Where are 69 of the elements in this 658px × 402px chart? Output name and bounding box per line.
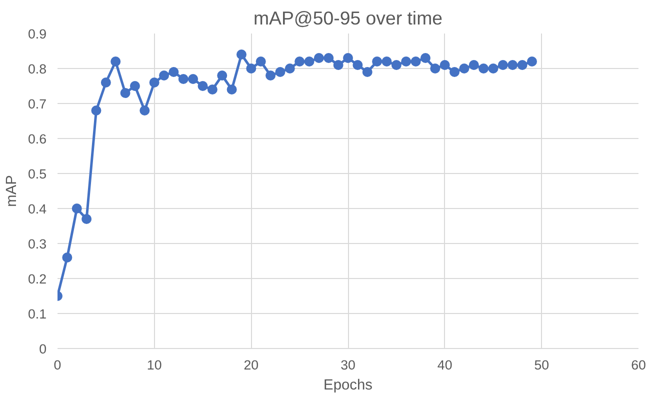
point	[488, 64, 498, 74]
point	[314, 53, 324, 63]
x-tick-label: 60	[631, 358, 646, 372]
point	[168, 67, 179, 77]
point	[478, 64, 489, 74]
point	[236, 50, 246, 60]
point	[450, 67, 460, 77]
y-tick-label: 0.6	[28, 132, 47, 146]
point	[82, 214, 92, 224]
point	[324, 53, 334, 63]
point	[352, 60, 363, 70]
point	[110, 56, 121, 66]
point	[526, 56, 537, 66]
y-tick-label: 0.1	[28, 306, 47, 322]
y-tick-label: 0.3	[28, 236, 47, 252]
point	[391, 60, 402, 70]
point	[430, 64, 440, 74]
point	[468, 60, 479, 70]
point	[217, 70, 228, 80]
point	[440, 60, 450, 70]
point	[362, 67, 372, 77]
point	[459, 64, 470, 74]
point	[498, 60, 508, 70]
point	[256, 56, 266, 66]
point	[508, 60, 518, 70]
y-tick-label: 0.4	[28, 202, 48, 216]
point	[159, 70, 170, 80]
chart-title: mAP@50-95 over time	[254, 8, 443, 28]
point	[246, 64, 256, 74]
point	[517, 60, 528, 70]
point	[304, 56, 314, 66]
point	[275, 67, 286, 77]
y-tick-label: 0.2	[28, 272, 47, 286]
point	[266, 70, 276, 80]
x-tick-label: 20	[244, 358, 259, 372]
x-axis-title: Epochs	[324, 378, 372, 394]
y-tick-label: 0.8	[28, 62, 47, 76]
point	[149, 78, 160, 88]
y-tick-label: 0.9	[28, 26, 47, 42]
point	[420, 53, 430, 63]
x-tick-label: 10	[146, 358, 162, 372]
point	[207, 84, 218, 94]
point	[294, 56, 305, 66]
point	[198, 81, 208, 91]
point	[100, 78, 111, 88]
point	[72, 204, 82, 214]
y-tick-label: 0.7	[28, 96, 47, 112]
point	[140, 106, 150, 116]
point	[372, 56, 382, 66]
y-tick-label: 0	[39, 342, 47, 356]
x-tick-label: 40	[437, 358, 452, 372]
point	[178, 74, 188, 84]
point	[333, 60, 344, 70]
x-tick-label: 30	[340, 358, 356, 372]
x-tick-label: 0	[54, 358, 62, 372]
point	[410, 56, 421, 66]
point	[130, 81, 140, 91]
point	[91, 106, 102, 116]
point	[382, 56, 392, 66]
point	[226, 84, 237, 94]
point	[284, 64, 295, 74]
point	[188, 74, 198, 84]
point	[120, 88, 130, 98]
point	[343, 53, 353, 63]
y-axis-title: mAP	[4, 175, 20, 207]
x-tick-label: 50	[534, 358, 550, 372]
point	[62, 252, 72, 262]
point	[401, 56, 412, 66]
y-tick-label: 0.5	[28, 166, 47, 182]
